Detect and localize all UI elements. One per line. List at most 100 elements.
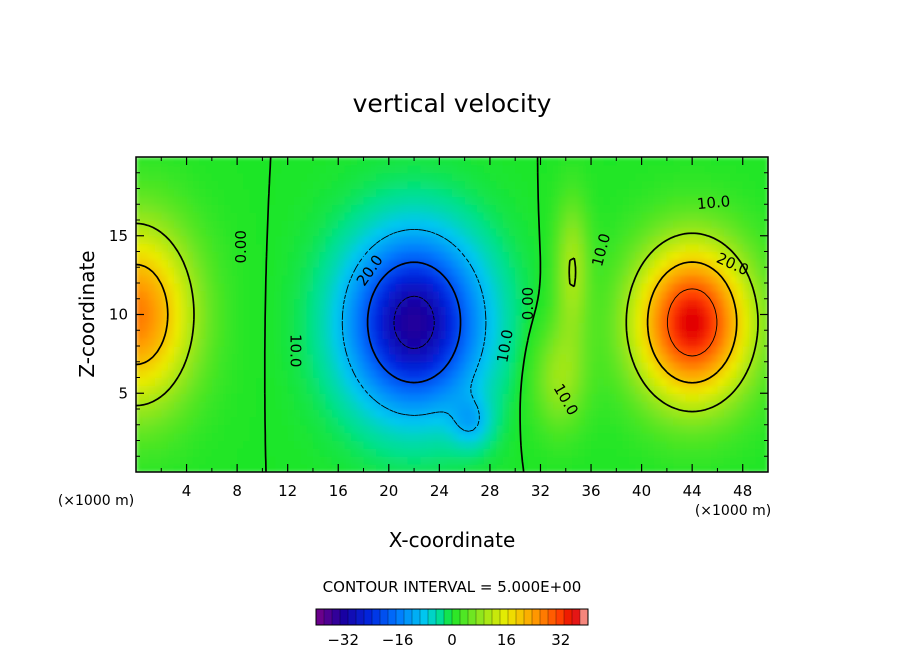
- field-cell: [452, 338, 459, 347]
- field-cell: [508, 353, 516, 363]
- field-cell: [603, 220, 611, 229]
- field-cell: [673, 251, 681, 260]
- field-cell: [420, 409, 428, 418]
- field-cell: [761, 267, 768, 276]
- field-cell: [395, 290, 403, 300]
- field-cell: [325, 164, 333, 174]
- field-cell: [711, 220, 719, 229]
- field-cell: [211, 220, 219, 229]
- field-cell: [742, 251, 750, 260]
- field-cell: [546, 157, 554, 166]
- field-cell: [237, 369, 245, 379]
- field-cell: [572, 440, 579, 449]
- field-cell: [540, 204, 548, 213]
- field-cell: [464, 227, 472, 237]
- field-cell: [717, 456, 725, 465]
- field-cell: [363, 298, 371, 308]
- field-cell: [186, 361, 194, 371]
- field-cell: [224, 267, 232, 276]
- field-cell: [401, 361, 409, 371]
- field-cell: [616, 385, 624, 394]
- field-cell: [603, 361, 611, 371]
- field-cell: [344, 259, 352, 268]
- field-cell: [679, 306, 687, 316]
- field-cell: [136, 322, 143, 331]
- field-cell: [180, 393, 188, 402]
- field-cell: [230, 212, 238, 221]
- field-cell: [515, 353, 523, 363]
- field-cell: [578, 409, 586, 418]
- field-cell: [616, 227, 624, 237]
- field-cell: [300, 157, 308, 166]
- field-cell: [376, 204, 384, 213]
- field-cell: [338, 369, 346, 379]
- field-cell: [641, 353, 649, 363]
- field-cell: [572, 220, 579, 229]
- field-cell: [679, 361, 687, 371]
- field-cell: [230, 220, 238, 229]
- field-cell: [319, 157, 327, 166]
- field-cell: [546, 188, 554, 197]
- field-cell: [496, 314, 504, 323]
- field-cell: [281, 164, 289, 174]
- field-cell: [660, 235, 668, 245]
- field-cell: [154, 267, 162, 276]
- field-cell: [502, 338, 510, 347]
- field-cell: [243, 251, 251, 260]
- field-cell: [262, 338, 270, 347]
- field-cell: [376, 251, 384, 260]
- field-cell: [540, 196, 548, 205]
- field-cell: [300, 251, 308, 260]
- field-cell: [407, 440, 415, 449]
- field-cell: [483, 424, 491, 434]
- field-cell: [312, 432, 320, 442]
- field-cell: [673, 259, 681, 268]
- field-cell: [540, 338, 548, 347]
- field-cell: [666, 172, 674, 182]
- field-cell: [224, 259, 232, 268]
- field-cell: [527, 369, 535, 379]
- field-cell: [452, 456, 459, 465]
- field-cell: [350, 401, 358, 410]
- field-cell: [508, 164, 516, 174]
- field-cell: [452, 283, 459, 292]
- field-cell: [597, 157, 605, 166]
- field-cell: [414, 306, 421, 316]
- field-cell: [553, 243, 561, 253]
- field-cell: [306, 322, 314, 331]
- contour-interval-note: CONTOUR INTERVAL = 5.000E+00: [323, 578, 582, 596]
- field-cell: [426, 385, 434, 394]
- field-cell: [591, 448, 598, 457]
- field-cell: [414, 172, 421, 182]
- field-cell: [420, 243, 428, 253]
- field-cell: [331, 196, 339, 205]
- field-cell: [338, 188, 346, 197]
- field-cell: [369, 259, 377, 268]
- field-cell: [142, 314, 150, 323]
- field-cell: [369, 196, 377, 205]
- field-cell: [685, 401, 693, 410]
- field-cell: [205, 306, 213, 316]
- field-cell: [237, 416, 245, 426]
- field-cell: [218, 212, 226, 221]
- colorbar-swatch: [460, 609, 469, 625]
- field-cell: [477, 196, 485, 205]
- field-cell: [685, 220, 693, 229]
- field-cell: [439, 424, 447, 434]
- field-cell: [414, 401, 421, 410]
- field-cell: [489, 314, 497, 323]
- field-cell: [369, 424, 377, 434]
- field-cell: [692, 416, 700, 426]
- field-cell: [369, 283, 377, 292]
- contour-label: 0.00: [519, 287, 537, 320]
- field-cell: [616, 409, 624, 418]
- field-cell: [180, 298, 188, 308]
- field-cell: [622, 283, 630, 292]
- field-cell: [635, 290, 643, 300]
- field-cell: [477, 393, 485, 402]
- field-cell: [679, 353, 687, 363]
- field-cell: [420, 369, 428, 379]
- field-cell: [628, 227, 636, 237]
- field-cell: [489, 235, 497, 245]
- field-cell: [704, 157, 712, 166]
